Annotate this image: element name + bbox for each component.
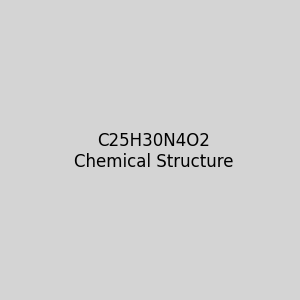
Text: C25H30N4O2
Chemical Structure: C25H30N4O2 Chemical Structure bbox=[74, 132, 233, 171]
